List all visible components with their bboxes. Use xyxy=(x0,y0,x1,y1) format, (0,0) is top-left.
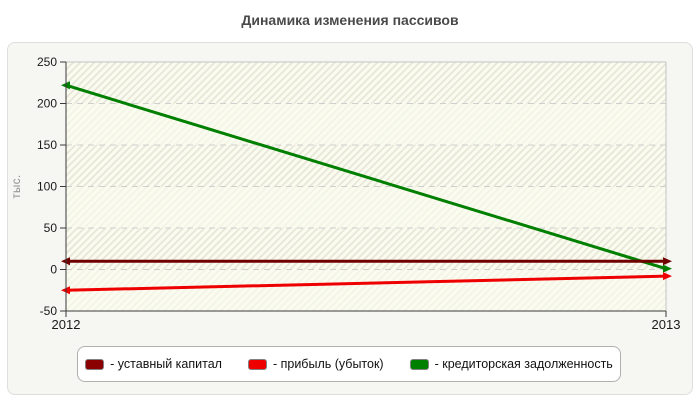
legend-item: - кредиторская задолженность xyxy=(409,357,613,371)
y-tick-label: 50 xyxy=(44,221,58,235)
plot-bands xyxy=(66,103,666,311)
x-tick-label: 2013 xyxy=(652,317,681,332)
series-arrow-end xyxy=(663,272,672,281)
y-axis-title: тыс. xyxy=(11,174,23,198)
y-tick-label: -50 xyxy=(40,304,58,318)
x-tick-label: 2012 xyxy=(52,317,81,332)
gridlines xyxy=(66,103,666,270)
series-arrow-end xyxy=(663,264,672,273)
y-tick-label: 150 xyxy=(37,138,57,152)
series-arrow-end xyxy=(663,257,672,266)
legend-label: - прибыль (убыток) xyxy=(272,357,384,371)
legend-item: - прибыль (убыток) xyxy=(247,357,384,371)
legend-label: - кредиторская задолженность xyxy=(434,357,613,371)
chart-title: Динамика изменения пассивов xyxy=(241,12,459,28)
legend-swatch xyxy=(409,358,429,370)
y-tick-label: 200 xyxy=(37,97,57,111)
chart-legend: - уставный капитал - прибыль (убыток) - кр… xyxy=(77,346,621,382)
legend-label: - уставный капитал xyxy=(110,357,222,371)
y-tick-label: 0 xyxy=(50,263,57,277)
y-tick-label: 250 xyxy=(37,55,57,69)
legend-swatch xyxy=(85,358,105,370)
y-tick-label: 100 xyxy=(37,180,57,194)
legend-item: - уставный капитал xyxy=(85,357,222,371)
legend-swatch xyxy=(247,358,267,370)
